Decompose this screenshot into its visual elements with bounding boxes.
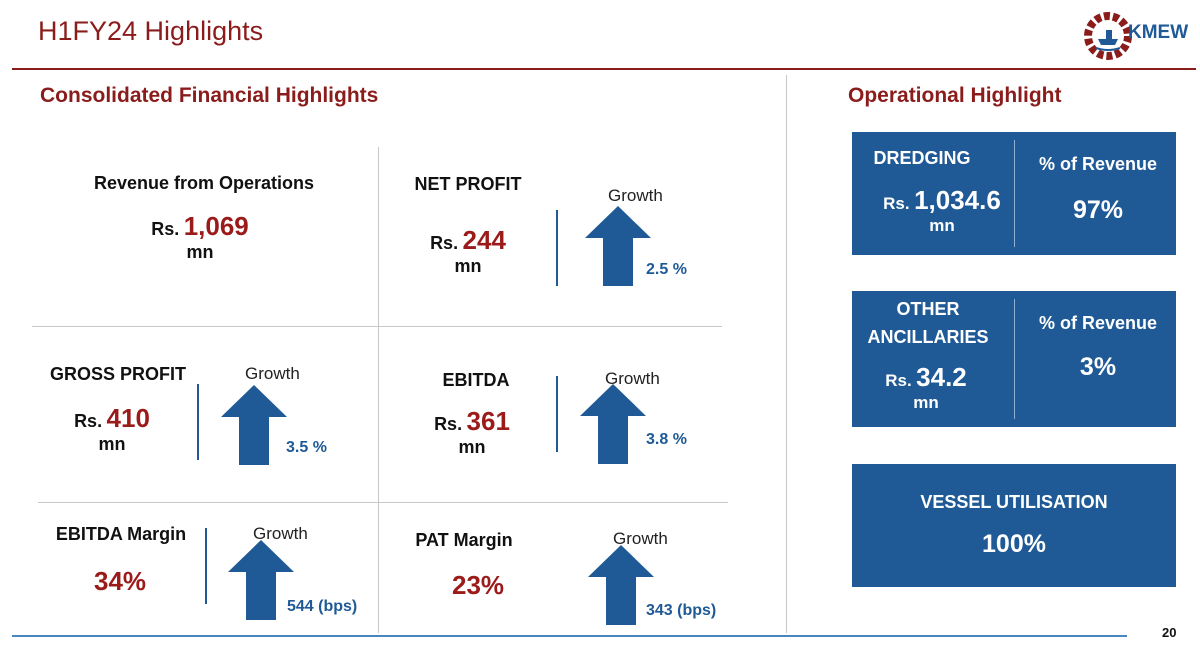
footer-divider — [12, 635, 1127, 637]
ebitda-margin-label: EBITDA Margin — [55, 524, 187, 544]
pat-margin-up-arrow-icon — [588, 545, 654, 625]
ebitda-margin-growth-label: Growth — [253, 524, 308, 543]
gross-profit-up-arrow-icon — [221, 385, 287, 465]
dredging-box-divider — [1014, 140, 1015, 247]
gross-profit-growth-divider — [197, 384, 199, 460]
revenue-unit: mn — [186, 241, 214, 262]
page-number: 20 — [1162, 625, 1177, 640]
net-profit-growth-divider — [556, 210, 558, 286]
vessel-utilisation-label: VESSEL UTILISATION — [920, 492, 1108, 512]
ebitda-margin-growth-divider — [205, 528, 207, 604]
net-profit-prefix: Rs. — [430, 233, 459, 253]
gross-profit-prefix: Rs. — [74, 411, 103, 431]
vessel-utilisation-value: 100% — [982, 530, 1046, 558]
grid-vertical-divider — [378, 147, 379, 633]
revenue-prefix: Rs. — [151, 219, 180, 239]
grid-horizontal-divider-1 — [32, 326, 722, 327]
ebitda-prefix: Rs. — [434, 414, 463, 434]
dredging-share-label: % of Revenue — [1038, 154, 1158, 174]
net-profit-up-arrow-icon — [585, 206, 651, 286]
gross-profit-growth-value: 3.5 % — [286, 439, 327, 456]
gross-profit-amount: 410 — [106, 403, 150, 433]
dredging-prefix: Rs. — [883, 194, 910, 213]
ebitda-margin-up-arrow-icon — [228, 540, 294, 620]
dredging-value: Rs. 1,034.6 mn — [862, 185, 1022, 235]
other-box-divider — [1014, 299, 1015, 419]
gross-profit-growth-label: Growth — [245, 364, 300, 383]
net-profit-label: NET PROFIT — [414, 174, 522, 194]
ebitda-unit: mn — [458, 436, 486, 457]
net-profit-value: Rs. 244 mn — [408, 225, 528, 277]
revenue-value: Rs. 1,069 mn — [120, 211, 280, 263]
dredging-share-value: 97% — [1072, 196, 1124, 224]
dredging-unit: mn — [929, 215, 955, 235]
ebitda-value: Rs. 361 mn — [412, 406, 532, 458]
revenue-amount: 1,069 — [183, 211, 249, 241]
ebitda-margin-growth-value: 544 (bps) — [287, 598, 358, 615]
ebitda-amount: 361 — [466, 406, 510, 436]
revenue-label: Revenue from Operations — [93, 173, 315, 193]
operational-section-title: Operational Highlight — [848, 84, 1062, 107]
dredging-box: DREDGING Rs. 1,034.6 mn % of Revenue 97% — [852, 132, 1176, 255]
logo-text: KMEW — [1128, 22, 1189, 43]
financial-section-title: Consolidated Financial Highlights — [40, 84, 379, 107]
gross-profit-unit: mn — [98, 433, 126, 454]
other-ancillaries-box: OTHER ANCILLARIES Rs. 34.2 mn % of Reven… — [852, 291, 1176, 427]
other-prefix: Rs. — [885, 371, 912, 390]
company-logo — [1084, 12, 1132, 60]
pat-margin-growth-value: 343 (bps) — [646, 602, 717, 619]
pat-margin-label: PAT Margin — [415, 530, 513, 550]
dredging-amount: 1,034.6 — [914, 185, 1001, 215]
ebitda-growth-value: 3.8 % — [646, 431, 687, 448]
ebitda-up-arrow-icon — [580, 384, 646, 464]
gross-profit-label: GROSS PROFIT — [49, 364, 186, 384]
ebitda-margin-value: 34% — [94, 566, 147, 596]
section-divider — [786, 75, 787, 633]
net-profit-unit: mn — [454, 255, 482, 276]
other-label-line1: OTHER — [896, 299, 960, 319]
pat-margin-value: 23% — [452, 570, 505, 600]
other-label-line2: ANCILLARIES — [867, 327, 989, 347]
grid-horizontal-divider-2 — [38, 502, 728, 503]
other-share-label: % of Revenue — [1038, 313, 1158, 333]
dredging-label: DREDGING — [873, 148, 971, 168]
pat-margin-growth-label: Growth — [613, 529, 668, 548]
net-profit-growth-value: 2.5 % — [646, 261, 687, 278]
other-value: Rs. 34.2 mn — [856, 362, 996, 412]
other-unit: mn — [913, 392, 939, 412]
vessel-utilisation-box: VESSEL UTILISATION 100% — [852, 464, 1176, 587]
ebitda-label: EBITDA — [442, 370, 510, 390]
page-title: H1FY24 Highlights — [38, 16, 264, 46]
net-profit-amount: 244 — [462, 225, 506, 255]
ebitda-growth-label: Growth — [605, 369, 660, 388]
other-share-value: 3% — [1079, 353, 1117, 381]
header-divider — [12, 68, 1196, 70]
gross-profit-value: Rs. 410 mn — [52, 403, 172, 455]
net-profit-growth-label: Growth — [608, 186, 663, 205]
ebitda-growth-divider — [556, 376, 558, 452]
other-amount: 34.2 — [916, 362, 967, 392]
